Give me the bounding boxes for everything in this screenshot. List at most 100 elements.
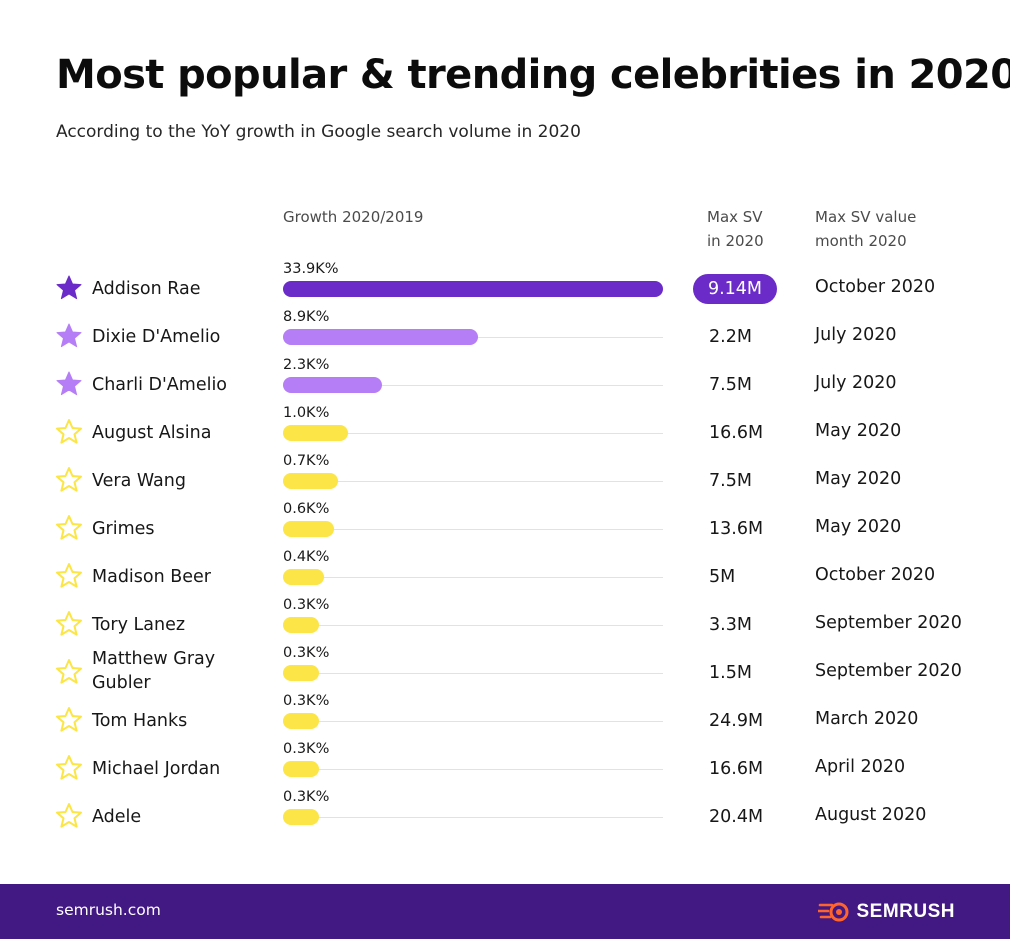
footer: semrush.com SEMRUSH xyxy=(0,884,1010,939)
growth-column-header: Growth 2020/2019 xyxy=(283,205,423,229)
max-sv-month: April 2020 xyxy=(815,757,906,777)
growth-value-label: 0.3K% xyxy=(283,741,330,757)
celebrity-name: Adele xyxy=(92,807,142,827)
star-icon xyxy=(56,275,82,300)
max-sv-month: May 2020 xyxy=(815,469,902,489)
page-title: Most popular & trending celebrities in 2… xyxy=(56,52,1010,98)
page-subtitle: According to the YoY growth in Google se… xyxy=(56,122,581,142)
bar-track xyxy=(283,673,663,674)
growth-value-label: 33.9K% xyxy=(283,261,339,277)
max-sv-value: 2.2M xyxy=(709,327,752,347)
chart-row: Matthew Gray Gubler 0.3K% 1.5M September 20… xyxy=(0,0,1010,693)
growth-bar xyxy=(283,761,319,777)
star-icon xyxy=(56,707,82,732)
max-sv-value: 20.4M xyxy=(709,807,764,827)
chart-row: Tory Lanez 0.3K% 3.3M September 2020 xyxy=(0,0,1010,636)
growth-value-label: 0.6K% xyxy=(283,501,330,517)
growth-bar xyxy=(283,665,319,681)
growth-value-label: 0.4K% xyxy=(283,549,330,565)
max-sv-header-line1: Max SV xyxy=(707,208,763,226)
star-icon xyxy=(56,419,82,444)
bar-track xyxy=(283,481,663,482)
bar-track xyxy=(283,625,663,626)
star-icon xyxy=(56,515,82,540)
max-sv-column-header: Max SV in 2020 xyxy=(707,205,764,253)
max-sv-month: September 2020 xyxy=(815,661,962,681)
growth-value-label: 0.7K% xyxy=(283,453,330,469)
celebrity-name: Dixie D'Amelio xyxy=(92,327,221,347)
bar-track xyxy=(283,769,663,770)
bar-track xyxy=(283,577,663,578)
max-sv-header-line2: in 2020 xyxy=(707,232,764,250)
celebrity-name: Tory Lanez xyxy=(92,615,186,635)
max-sv-month: September 2020 xyxy=(815,613,962,633)
celebrity-name: Madison Beer xyxy=(92,567,212,587)
bar-track xyxy=(283,817,663,818)
footer-site-link[interactable]: semrush.com xyxy=(56,901,161,919)
chart-row: August Alsina 1.0K% 16.6M May 2020 xyxy=(0,0,1010,444)
max-sv-value-highlight: 9.14M xyxy=(693,274,777,304)
chart-row: Charli D'Amelio 2.3K% 7.5M July 2020 xyxy=(0,0,1010,396)
max-sv-value: 7.5M xyxy=(709,375,752,395)
growth-value-label: 0.3K% xyxy=(283,693,330,709)
growth-value-label: 0.3K% xyxy=(283,789,330,805)
growth-bar xyxy=(283,329,478,345)
max-sv-month: May 2020 xyxy=(815,517,902,537)
growth-value-label: 0.3K% xyxy=(283,597,330,613)
celebrity-name: Grimes xyxy=(92,519,155,539)
star-icon xyxy=(56,467,82,492)
semrush-logo: SEMRUSH xyxy=(818,900,955,924)
star-icon xyxy=(56,659,82,684)
max-sv-value: 13.6M xyxy=(709,519,764,539)
chart-row: Dixie D'Amelio 8.9K% 2.2M July 2020 xyxy=(0,0,1010,348)
star-icon xyxy=(56,755,82,780)
max-sv-month: October 2020 xyxy=(815,277,936,297)
celebrity-name: Michael Jordan xyxy=(92,759,221,779)
chart-row: Adele 0.3K% 20.4M August 2020 xyxy=(0,0,1010,828)
growth-bar xyxy=(283,569,324,585)
max-sv-value: 1.5M xyxy=(709,663,752,683)
month-header-line1: Max SV value xyxy=(815,208,917,226)
star-icon xyxy=(56,563,82,588)
max-sv-month: July 2020 xyxy=(815,373,897,393)
chart-row: Michael Jordan 0.3K% 16.6M April 2020 xyxy=(0,0,1010,780)
bar-track xyxy=(283,721,663,722)
semrush-flame-icon xyxy=(818,902,849,922)
chart-row: Grimes 0.6K% 13.6M May 2020 xyxy=(0,0,1010,540)
chart-row: Tom Hanks 0.3K% 24.9M March 2020 xyxy=(0,0,1010,732)
growth-header-label: Growth 2020/2019 xyxy=(283,208,424,226)
growth-bar xyxy=(283,809,319,825)
bar-track xyxy=(283,385,663,386)
max-sv-value: 3.3M xyxy=(709,615,752,635)
max-sv-value: 16.6M xyxy=(709,759,764,779)
max-sv-value: 16.6M xyxy=(709,423,764,443)
growth-value-label: 2.3K% xyxy=(283,357,330,373)
growth-bar xyxy=(283,425,348,441)
month-column-header: Max SV value month 2020 xyxy=(815,205,916,253)
growth-bar xyxy=(283,713,319,729)
bar-track xyxy=(283,529,663,530)
max-sv-month: October 2020 xyxy=(815,565,936,585)
star-icon xyxy=(56,323,82,348)
star-icon xyxy=(56,371,82,396)
growth-bar xyxy=(283,521,334,537)
growth-bar xyxy=(283,473,338,489)
star-icon xyxy=(56,803,82,828)
celebrity-name: Addison Rae xyxy=(92,279,201,299)
max-sv-month: July 2020 xyxy=(815,325,897,345)
max-sv-month: May 2020 xyxy=(815,421,902,441)
celebrity-name: Charli D'Amelio xyxy=(92,375,228,395)
celebrity-name: Matthew Gray Gubler xyxy=(92,649,216,693)
growth-bar xyxy=(283,377,382,393)
max-sv-value: 24.9M xyxy=(709,711,764,731)
chart-row: Vera Wang 0.7K% 7.5M May 2020 xyxy=(0,0,1010,492)
star-icon xyxy=(56,611,82,636)
growth-bar xyxy=(283,617,319,633)
celebrity-name: Tom Hanks xyxy=(92,711,188,731)
max-sv-month: August 2020 xyxy=(815,805,927,825)
chart-row: Madison Beer 0.4K% 5M October 2020 xyxy=(0,0,1010,588)
chart-row: Addison Rae 33.9K% 9.14M October 2020 xyxy=(0,0,1010,304)
celebrity-name: August Alsina xyxy=(92,423,212,443)
celebrity-name: Vera Wang xyxy=(92,471,186,491)
growth-bar xyxy=(283,281,663,297)
